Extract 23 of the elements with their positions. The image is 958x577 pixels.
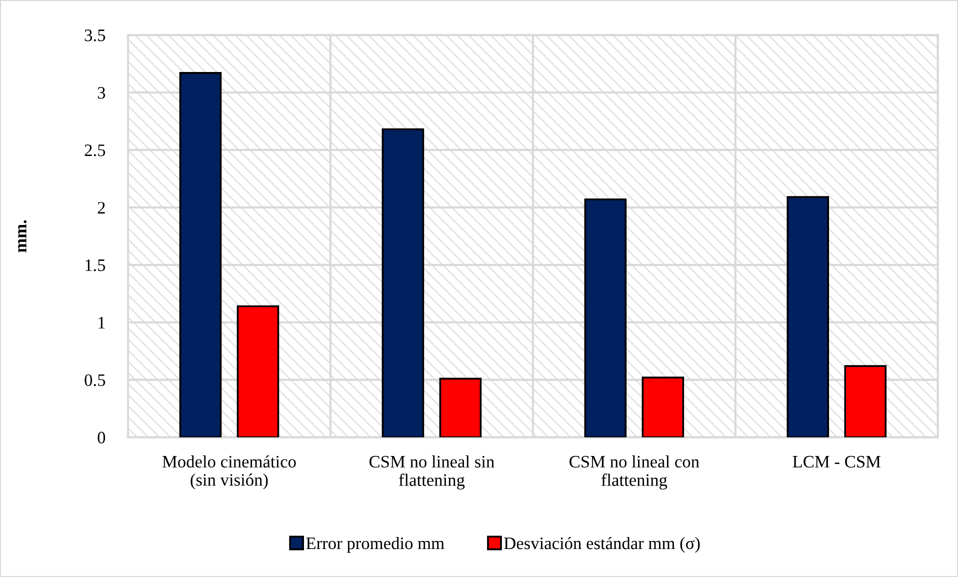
- y-tick-label: 2: [98, 202, 105, 214]
- x-tick-label: CSM no lineal sin flattening: [369, 455, 494, 490]
- y-tick-label: 0.5: [84, 374, 106, 386]
- x-tick-label: LCM - CSM: [792, 456, 881, 468]
- y-tick-label: 1.5: [86, 259, 106, 272]
- bar: [584, 198, 627, 438]
- bar: [844, 365, 887, 438]
- bar: [786, 196, 830, 438]
- x-tick-label: CSM no lineal con flattening: [570, 455, 700, 490]
- legend-label: Desviación estándar mm (σ): [504, 536, 700, 553]
- bar: [382, 128, 424, 438]
- legend-label: Error promedio mm: [306, 536, 444, 553]
- y-axis-title: mm.: [18, 220, 27, 252]
- x-tick-label: Modelo cinemático (sin visión): [162, 455, 296, 490]
- bar: [236, 305, 280, 438]
- bar: [179, 72, 222, 438]
- y-tick-label: 3: [98, 87, 106, 99]
- y-tick-label: 0: [98, 432, 106, 444]
- y-tick-label: 2.5: [84, 144, 106, 156]
- y-tick-label: 3.5: [84, 30, 106, 42]
- bar: [642, 376, 684, 438]
- y-tick-label: 1: [98, 316, 105, 328]
- bar: [439, 378, 482, 438]
